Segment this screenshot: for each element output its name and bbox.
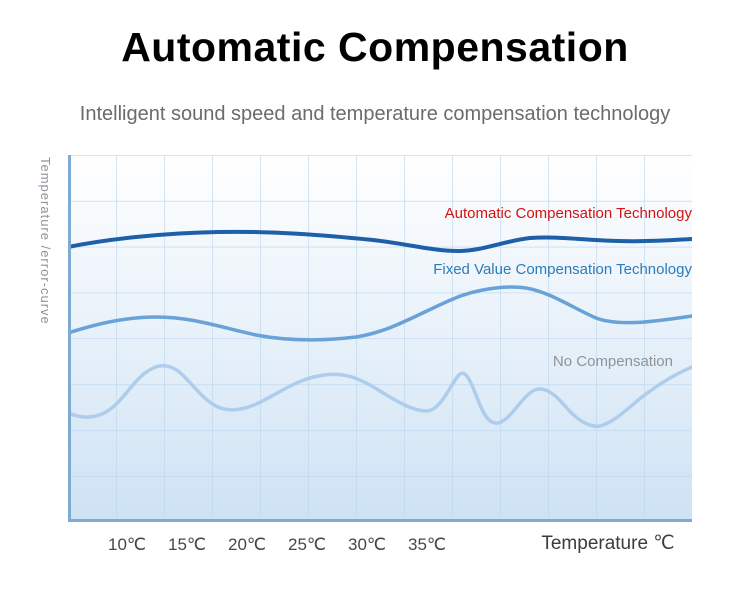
label-no-compensation: No Compensation: [552, 353, 673, 370]
chart-grid: [68, 155, 692, 522]
page-subtitle: Intelligent sound speed and temperature …: [79, 103, 671, 125]
x-tick-15c: 15℃: [167, 535, 207, 554]
label-fixed-value-compensation: Fixed Value Compensation Technology: [433, 261, 692, 278]
x-tick-30c: 30℃: [347, 535, 387, 554]
x-tick-25c: 25℃: [287, 535, 327, 554]
chart-plot: [68, 155, 692, 522]
y-axis-label: Temperature /error-curve: [38, 157, 53, 325]
chart-area: [68, 155, 692, 522]
x-axis-title: Temperature ℃: [541, 533, 675, 554]
x-tick-20c: 20℃: [227, 535, 267, 554]
curve-no-compensation: [68, 364, 692, 428]
x-tick-10c: 10℃: [107, 535, 147, 554]
page-title: Automatic Compensation: [121, 24, 629, 70]
label-automatic-compensation: Automatic Compensation Technology: [444, 205, 692, 222]
curve-automatic: [68, 229, 692, 254]
x-tick-35c: 35℃: [407, 535, 447, 554]
curve-fixed-value: [68, 285, 692, 342]
